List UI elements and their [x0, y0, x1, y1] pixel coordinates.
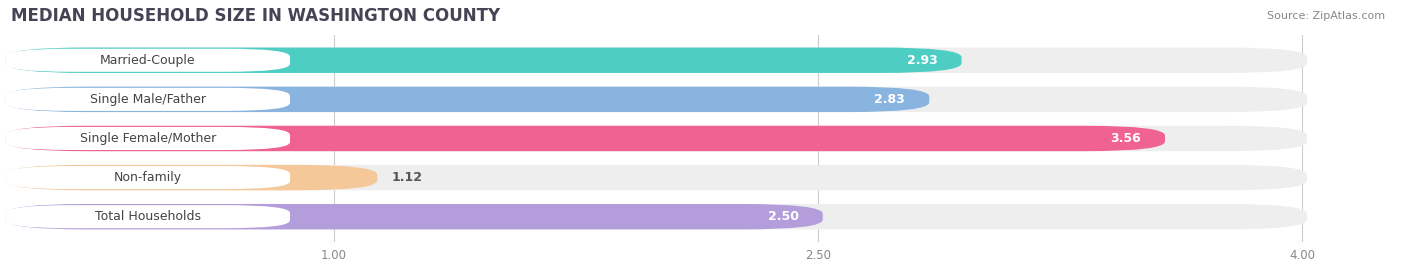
FancyBboxPatch shape — [6, 204, 1308, 229]
FancyBboxPatch shape — [6, 126, 1308, 151]
FancyBboxPatch shape — [6, 165, 1308, 190]
Text: Single Male/Father: Single Male/Father — [90, 93, 205, 106]
Text: Non-family: Non-family — [114, 171, 181, 184]
FancyBboxPatch shape — [6, 205, 290, 228]
FancyBboxPatch shape — [6, 165, 377, 190]
FancyBboxPatch shape — [6, 204, 823, 229]
Text: 2.83: 2.83 — [875, 93, 905, 106]
Text: 1.12: 1.12 — [392, 171, 423, 184]
Text: 2.50: 2.50 — [768, 210, 799, 223]
Text: MEDIAN HOUSEHOLD SIZE IN WASHINGTON COUNTY: MEDIAN HOUSEHOLD SIZE IN WASHINGTON COUN… — [11, 7, 501, 25]
Text: 3.56: 3.56 — [1109, 132, 1140, 145]
Text: Source: ZipAtlas.com: Source: ZipAtlas.com — [1267, 11, 1385, 21]
FancyBboxPatch shape — [6, 126, 1166, 151]
FancyBboxPatch shape — [6, 87, 1308, 112]
Text: 2.93: 2.93 — [907, 54, 938, 67]
FancyBboxPatch shape — [6, 166, 290, 189]
FancyBboxPatch shape — [6, 48, 1308, 73]
Text: Married-Couple: Married-Couple — [100, 54, 195, 67]
FancyBboxPatch shape — [6, 49, 290, 72]
FancyBboxPatch shape — [6, 127, 290, 150]
FancyBboxPatch shape — [6, 48, 962, 73]
FancyBboxPatch shape — [6, 88, 290, 111]
Text: Total Households: Total Households — [96, 210, 201, 223]
FancyBboxPatch shape — [6, 87, 929, 112]
Text: Single Female/Mother: Single Female/Mother — [80, 132, 217, 145]
